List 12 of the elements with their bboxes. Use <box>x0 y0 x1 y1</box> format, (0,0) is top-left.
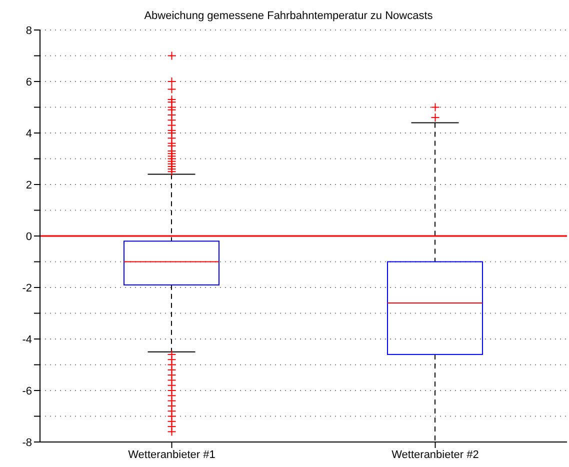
y-tick-label: -4 <box>22 334 32 346</box>
y-tick-label: 6 <box>26 76 32 88</box>
y-tick-label: 8 <box>26 24 32 37</box>
y-tick-label: -6 <box>22 385 32 398</box>
x-tick-label: Wetteranbieter #2 <box>392 448 479 461</box>
chart-title: Abweichung gemessene Fahrbahntemperatur zu Nowcasts <box>143 9 434 24</box>
y-tick-label: 4 <box>26 128 32 140</box>
x-tick-label: Wetteranbieter #1 <box>128 448 216 461</box>
y-tick-label: -2 <box>22 282 32 294</box>
y-tick-label: 0 <box>26 230 32 243</box>
y-tick-label: 2 <box>26 179 32 192</box>
y-tick-label: -8 <box>22 436 32 449</box>
